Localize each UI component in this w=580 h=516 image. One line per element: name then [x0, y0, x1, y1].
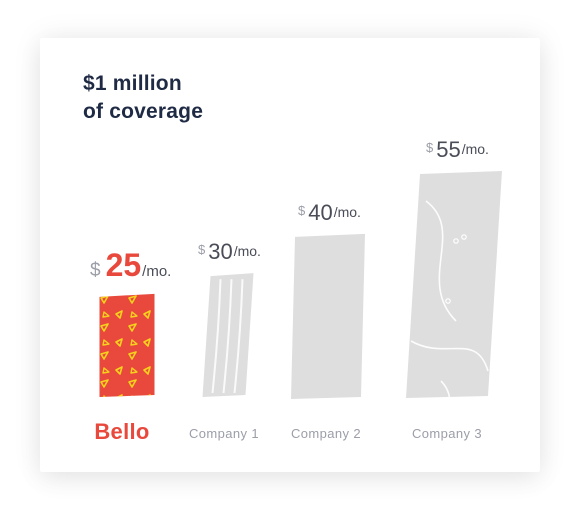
bar-pattern-bello — [99, 293, 155, 397]
price-unit: /mo. — [334, 204, 361, 220]
price-value: 40 — [308, 200, 332, 225]
bar-texture-company-3 — [425, 200, 457, 322]
price-value: 25 — [106, 247, 142, 283]
currency-symbol: $ — [298, 203, 306, 218]
bar-texture-company-3 — [440, 380, 472, 440]
price-label-company-1: $30/mo. — [198, 239, 261, 264]
bar-texture-company-3 — [410, 340, 489, 372]
price-unit: /mo. — [462, 141, 489, 157]
currency-symbol: $ — [90, 260, 101, 281]
bar-company-3 — [406, 171, 502, 398]
price-label-company-2: $40/mo. — [298, 200, 361, 225]
price-unit: /mo. — [142, 263, 171, 280]
bar-group-company-1: Company 1 $ 30/mo. — [189, 239, 261, 441]
bar-group-company-3: Company 3 $ 55/mo. — [406, 137, 502, 441]
chart-title-line-1: $1 million — [83, 72, 182, 95]
currency-symbol: $ — [198, 242, 206, 257]
bar-texture-company-3 — [461, 234, 467, 240]
price-value: 55 — [436, 137, 460, 162]
bar-texture-company-3 — [445, 298, 451, 304]
bar-texture-company-1 — [211, 279, 222, 394]
category-label-company-3: Company 3 — [412, 426, 482, 441]
bar-company-2 — [291, 233, 365, 399]
bar-group-company-2: Company 2 $ 40/mo. — [291, 200, 365, 441]
price-value: 30 — [208, 239, 232, 264]
chart-title-line-2: of coverage — [83, 100, 204, 123]
price-label-company-3: $55/mo. — [426, 137, 489, 162]
price-unit: /mo. — [234, 243, 261, 259]
chart-title: $1 million of coverage — [83, 70, 303, 126]
bar-texture-company-1 — [222, 279, 233, 394]
category-label-company-1: Company 1 — [189, 426, 259, 441]
bar-texture-company-3 — [453, 238, 459, 244]
category-label-company-2: Company 2 — [291, 426, 361, 441]
price-label-bello: $25/mo. — [90, 247, 171, 283]
category-label-bello: Bello — [94, 419, 149, 444]
currency-symbol: $ — [426, 140, 434, 155]
bar-texture-company-1 — [233, 279, 244, 394]
bar-group-bello: Bello $ 25/mo. — [90, 247, 171, 444]
